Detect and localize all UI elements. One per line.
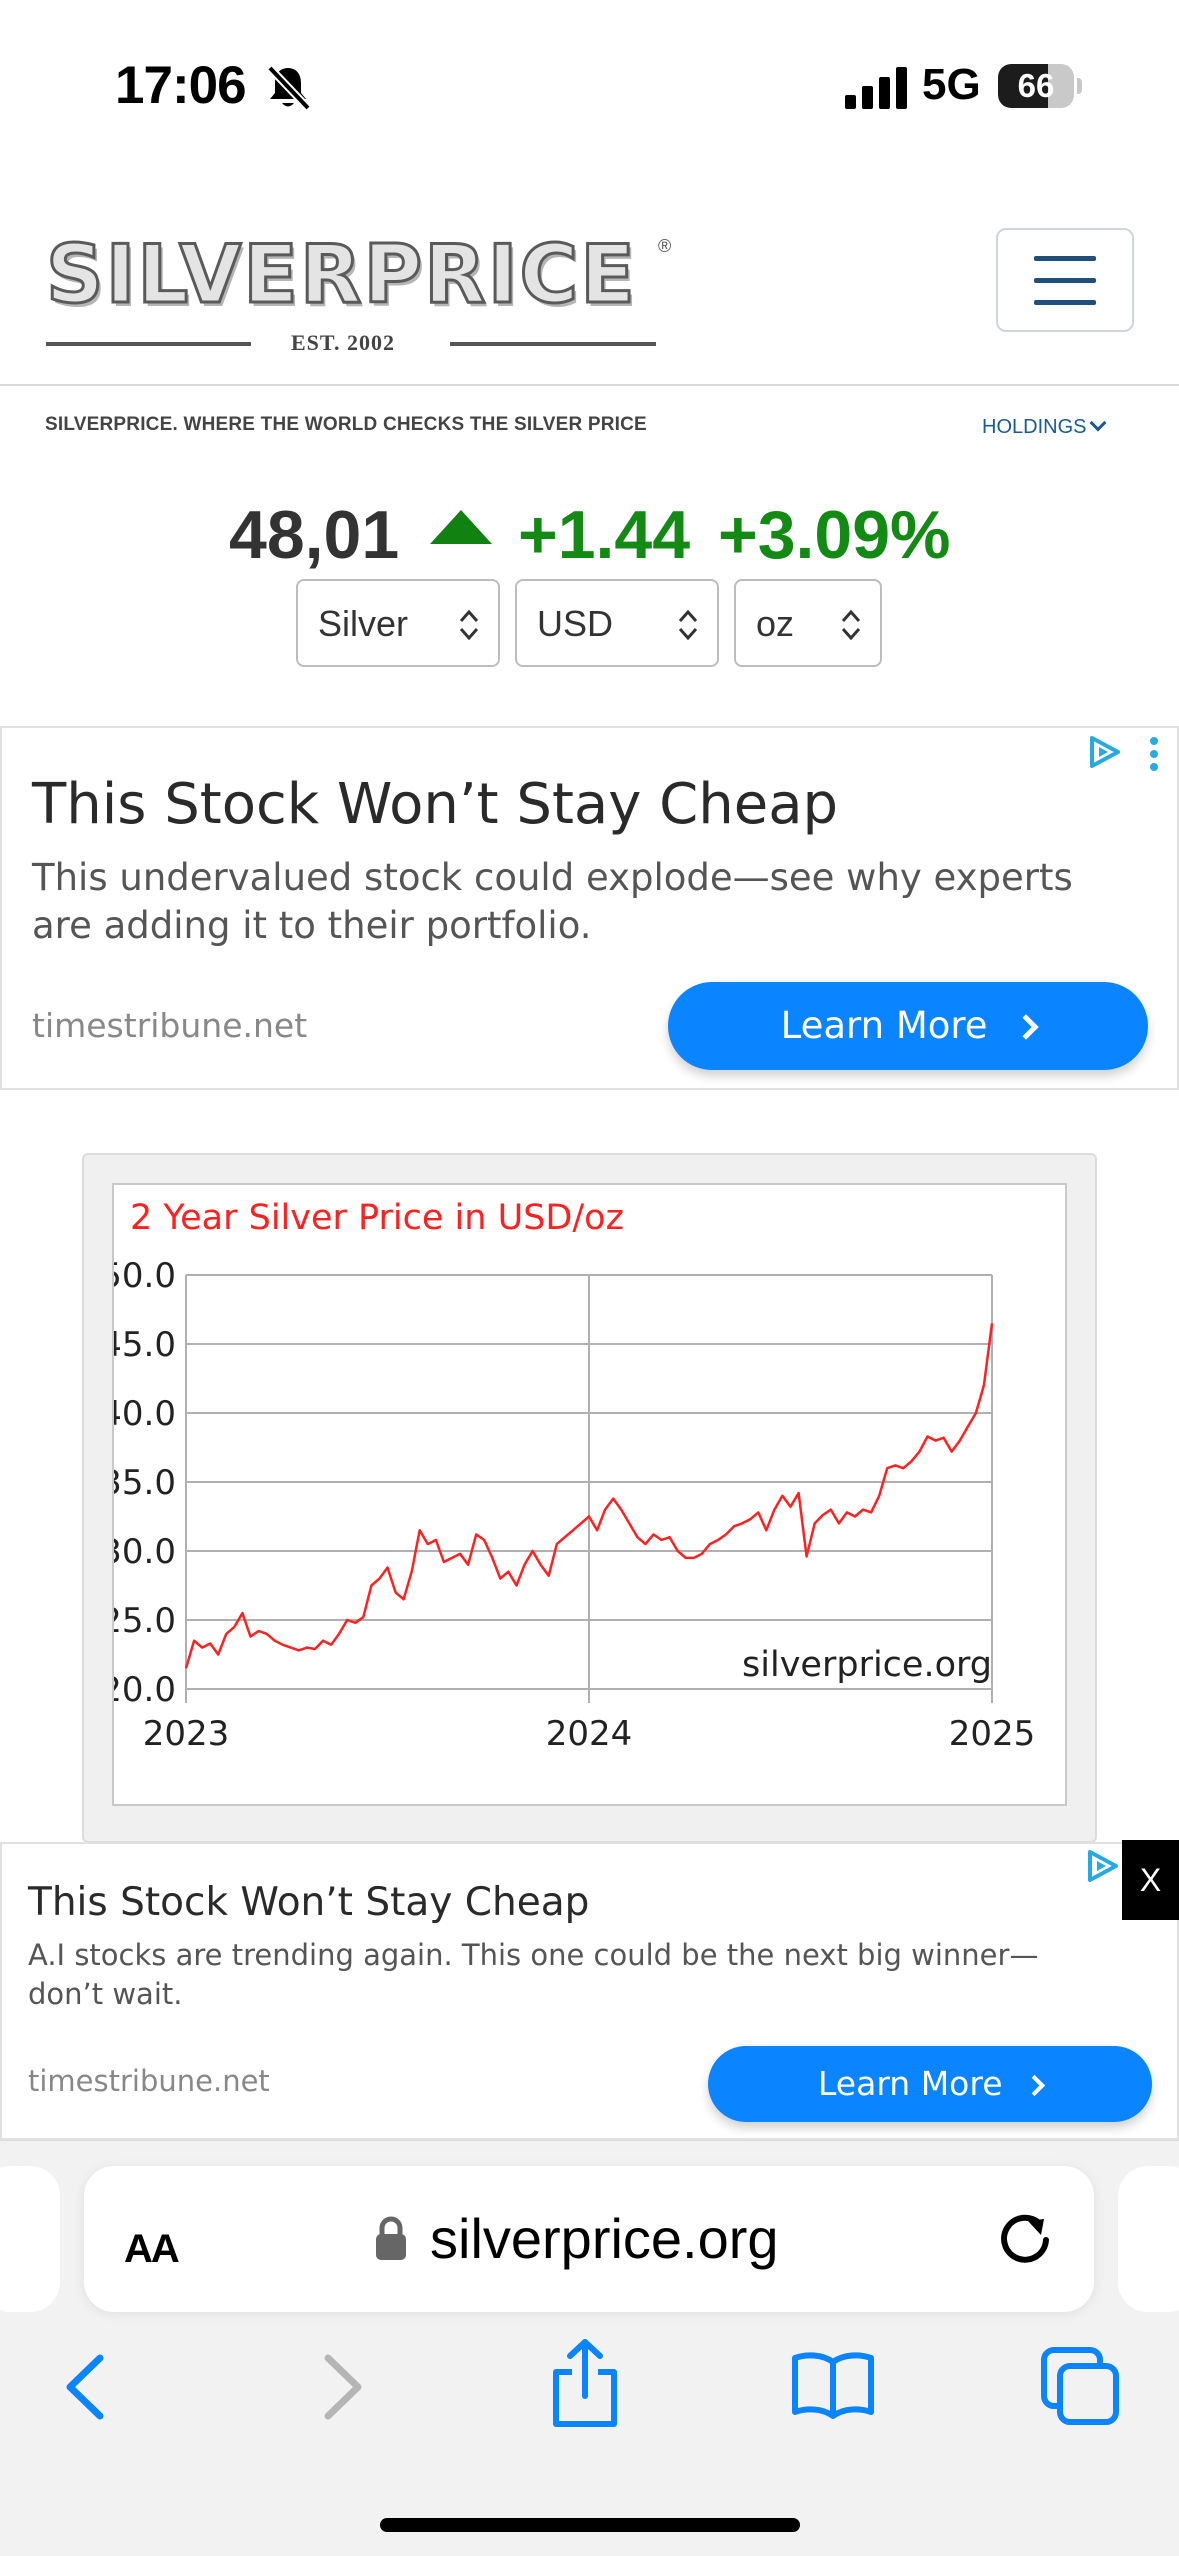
ad-domain: timestribune.net xyxy=(32,1006,308,1045)
adchoices-icon[interactable] xyxy=(1086,734,1122,770)
reload-icon[interactable] xyxy=(994,2207,1056,2269)
ad-options-icon[interactable] xyxy=(1144,736,1164,772)
ad-body: This undervalued stock could explode—see… xyxy=(32,854,1073,950)
metal-select[interactable]: Silver xyxy=(296,579,500,667)
ad-body: A.I stocks are trending again. This one … xyxy=(28,1936,1038,2014)
battery-level: 66 xyxy=(1017,67,1055,104)
x-tick-label: 2023 xyxy=(143,1714,230,1754)
price-ticker: 48,01 +1.44 +3.09% xyxy=(0,488,1179,578)
select-updown-icon xyxy=(459,609,479,641)
battery-icon: 66 xyxy=(998,64,1082,108)
menu-button[interactable] xyxy=(996,228,1134,332)
previous-tab-peek[interactable] xyxy=(0,2166,60,2312)
learn-more-button[interactable]: Learn More xyxy=(668,982,1148,1070)
learn-more-button[interactable]: Learn More xyxy=(708,2046,1152,2122)
next-tab-peek[interactable] xyxy=(1118,2166,1179,2312)
logo-est: EST. 2002 xyxy=(291,330,395,355)
cellular-signal-icon xyxy=(845,67,907,109)
battery-fill xyxy=(998,64,1049,108)
share-icon[interactable] xyxy=(548,2338,622,2428)
address-bar[interactable] xyxy=(84,2166,1094,2312)
chevron-right-icon xyxy=(1023,2074,1046,2097)
bell-slash-icon xyxy=(267,65,311,111)
price-value: 48,01 xyxy=(229,497,400,573)
y-tick-label: 45.0 xyxy=(114,1325,176,1365)
logo-rule-right xyxy=(450,342,656,346)
chart-svg: 2 Year Silver Price in USD/oz 50.0 45.0 40… xyxy=(100,1198,1036,1754)
select-updown-icon xyxy=(841,609,861,641)
y-axis-ticks: 50.0 45.0 40.0 35.0 30.0 25.0 20.0 xyxy=(100,1256,176,1710)
status-bar: 17:06 5G 66 xyxy=(0,0,1179,170)
network-label: 5G xyxy=(922,60,981,109)
silver-price-chart: 2 Year Silver Price in USD/oz 50.0 45.0 40… xyxy=(100,1183,1067,1806)
ad-body-line: A.I stocks are trending again. This one … xyxy=(28,1938,1039,1972)
ad-body-line: are adding it to their portfolio. xyxy=(32,904,592,948)
forward-icon[interactable] xyxy=(318,2352,368,2422)
up-arrow-icon xyxy=(430,510,492,544)
y-tick-label: 50.0 xyxy=(114,1256,176,1296)
chart-series xyxy=(184,1323,994,1669)
price-change: +1.44 xyxy=(518,497,691,573)
text-size-label: AA xyxy=(124,2227,180,2271)
adchoices-icon[interactable] xyxy=(1084,1848,1120,1884)
ad-banner-bottom[interactable]: This Stock Won’t Stay Cheap A.I stocks a… xyxy=(0,1842,1179,2140)
price-change-percent: +3.09% xyxy=(718,497,951,573)
y-tick-label: 35.0 xyxy=(114,1463,176,1503)
learn-more-label: Learn More xyxy=(780,1004,988,1047)
learn-more-label: Learn More xyxy=(817,2064,1003,2103)
back-icon[interactable] xyxy=(60,2352,110,2422)
ad-banner-top[interactable]: This Stock Won’t Stay Cheap This underva… xyxy=(0,726,1179,1090)
x-axis-ticks: 2023 2024 2025 xyxy=(143,1714,1036,1754)
chart-grid xyxy=(185,1274,993,1703)
ad-body-line: don’t wait. xyxy=(28,1977,183,2012)
tabs-icon[interactable] xyxy=(1040,2346,1120,2426)
lock-icon xyxy=(376,2216,406,2260)
unit-select-value: oz xyxy=(756,603,795,644)
unit-select[interactable]: oz xyxy=(734,579,882,667)
y-tick-label: 40.0 xyxy=(114,1394,176,1434)
logo-registered-mark: ® xyxy=(658,236,672,256)
select-updown-icon xyxy=(678,609,698,641)
price-line xyxy=(184,1323,994,1669)
x-tick-label: 2025 xyxy=(949,1714,1036,1754)
x-tick-label: 2024 xyxy=(546,1714,633,1754)
y-tick-label: 20.0 xyxy=(114,1670,176,1710)
chevron-down-icon xyxy=(1089,414,1107,432)
ad-body-line: This undervalued stock could explode—see… xyxy=(32,856,1073,899)
chart-title: 2 Year Silver Price in USD/oz xyxy=(130,1198,624,1238)
currency-select[interactable]: USD xyxy=(515,579,719,667)
metal-select-value: Silver xyxy=(318,603,409,644)
site-tagline: SILVERPRICE. WHERE THE WORLD CHECKS THE … xyxy=(45,414,647,435)
holdings-dropdown[interactable]: HOLDINGS xyxy=(982,414,1107,439)
y-tick-label: 25.0 xyxy=(114,1601,176,1641)
currency-select-value: USD xyxy=(537,603,614,644)
status-time: 17:06 xyxy=(115,56,247,115)
logo-wordmark: SILVERPRICE xyxy=(45,227,637,323)
silverprice-logo[interactable]: SILVERPRICE ® EST. 2002 xyxy=(45,227,686,358)
ad-close-button[interactable]: X xyxy=(1122,1840,1179,1920)
ad-domain: timestribune.net xyxy=(28,2064,270,2098)
y-tick-label: 30.0 xyxy=(114,1532,176,1572)
ad-title[interactable]: This Stock Won’t Stay Cheap xyxy=(28,1880,590,1925)
holdings-label: HOLDINGS xyxy=(982,416,1087,438)
site-header: SILVERPRICE ® EST. 2002 xyxy=(0,200,1179,386)
ad-title[interactable]: This Stock Won’t Stay Cheap xyxy=(32,772,839,837)
chart-watermark: silverprice.org xyxy=(742,1645,992,1685)
home-indicator xyxy=(380,2518,800,2532)
text-size-button[interactable]: AA xyxy=(124,2210,180,2275)
url-text[interactable]: silverprice.org xyxy=(430,2207,779,2270)
logo-rule-left xyxy=(46,342,251,346)
bookmarks-icon[interactable] xyxy=(790,2350,876,2420)
chevron-right-icon xyxy=(1013,1014,1040,1040)
